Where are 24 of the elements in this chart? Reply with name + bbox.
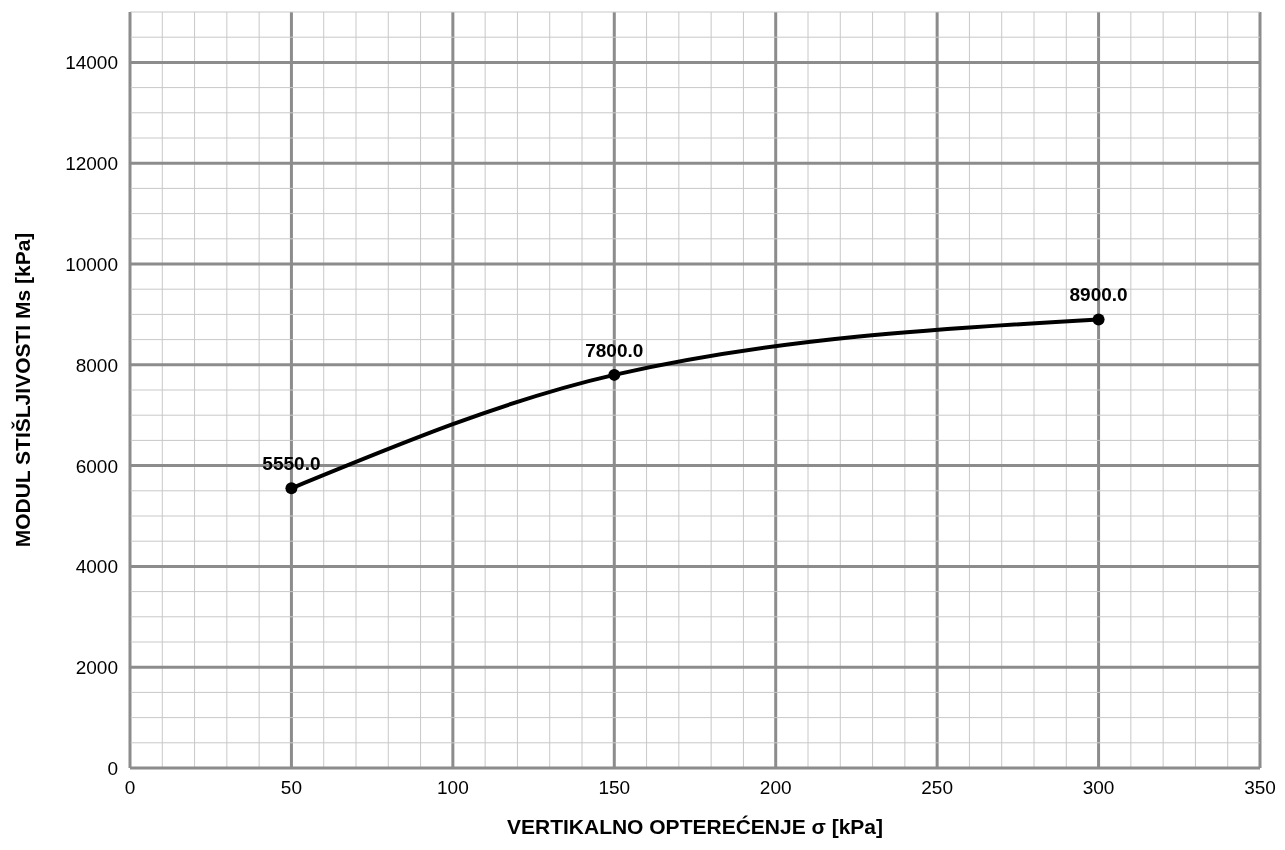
data-label: 8900.0	[1069, 284, 1128, 306]
y-tick-label: 4000	[75, 556, 118, 578]
point	[608, 368, 621, 381]
y-tick-label: 2000	[75, 657, 118, 679]
y-tick-label: 6000	[75, 455, 118, 477]
y-tick-label: 12000	[65, 153, 118, 175]
x-tick-label: 50	[280, 777, 302, 798]
x-tick-label: 100	[437, 777, 469, 798]
data-label: 5550.0	[262, 453, 321, 475]
x-tick-label: 350	[1244, 777, 1276, 798]
y-tick-label: 14000	[65, 52, 118, 74]
x-tick-label: 250	[921, 777, 953, 798]
x-tick-label: 200	[759, 777, 792, 798]
y-axis-title: MODUL STIŠLJIVOSTI Ms [kPa]	[11, 232, 34, 548]
x-tick-label: 150	[598, 777, 631, 798]
x-axis-title: VERTIKALNO OPTEREĆENJE σ [kPa]	[506, 815, 884, 838]
point	[285, 482, 298, 495]
y-tick-label: 10000	[65, 254, 118, 275]
x-tick-label: 0	[124, 777, 136, 798]
y-tick-label: 8000	[75, 354, 118, 376]
data-label: 7800.0	[585, 339, 644, 361]
point	[1092, 313, 1105, 326]
x-tick-label: 300	[1082, 777, 1115, 798]
y-tick-label: 0	[107, 758, 118, 779]
